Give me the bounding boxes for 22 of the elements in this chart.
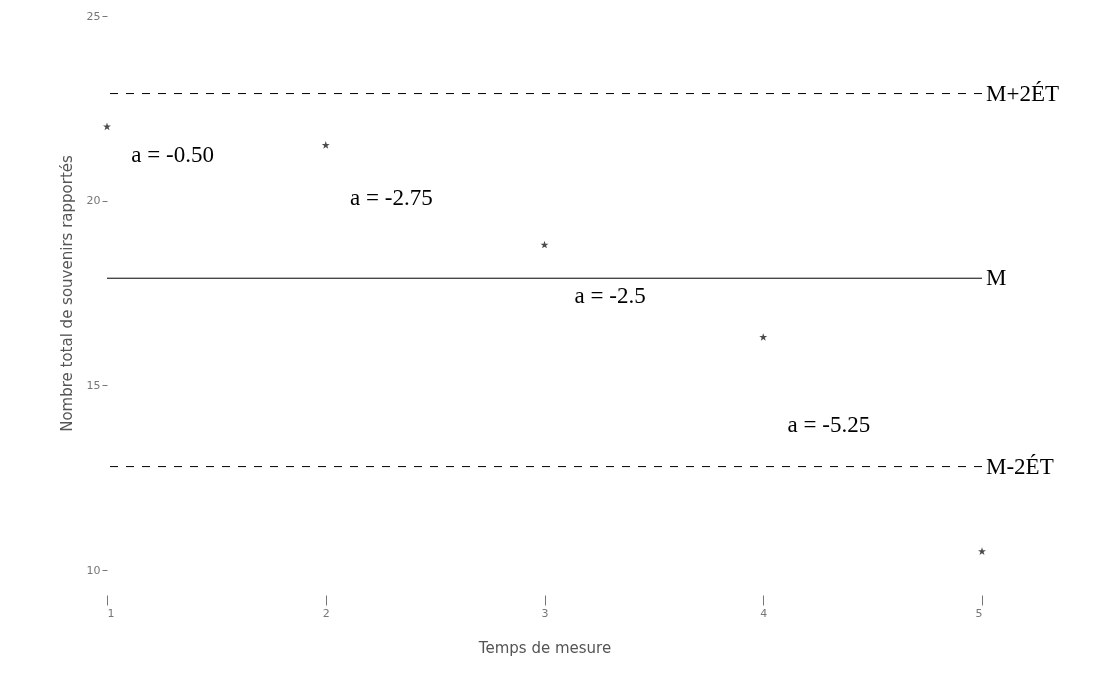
x-tick-label: 3 <box>541 606 549 620</box>
annotation: a = -5.25 <box>787 411 871 437</box>
ref-line-label: M <box>986 265 1007 291</box>
point <box>321 141 330 149</box>
annotation: a = -0.50 <box>131 142 214 168</box>
y-axis-title: Nombre total de souvenirs rapportés <box>57 154 76 432</box>
x-tick-label: 4 <box>760 606 768 620</box>
point <box>103 122 111 131</box>
x-tick-label: 2 <box>322 606 330 620</box>
y-tick-label: 25 <box>86 9 101 23</box>
point <box>978 547 986 555</box>
ref-line-label: M-2ÉT <box>986 453 1054 479</box>
annotation: a = -2.75 <box>350 185 433 211</box>
y-tick-label: 20 <box>86 194 101 208</box>
x-tick-label: 5 <box>975 606 983 620</box>
y-tick-label: 15 <box>86 378 101 392</box>
point <box>759 333 768 341</box>
x-tick-label: 1 <box>107 606 115 620</box>
ref-line-label: M+2ÉT <box>986 80 1060 106</box>
x-axis-title: Temps de mesure <box>477 638 612 657</box>
annotation: a = -2.5 <box>574 282 646 308</box>
y-tick-label: 10 <box>86 563 101 577</box>
